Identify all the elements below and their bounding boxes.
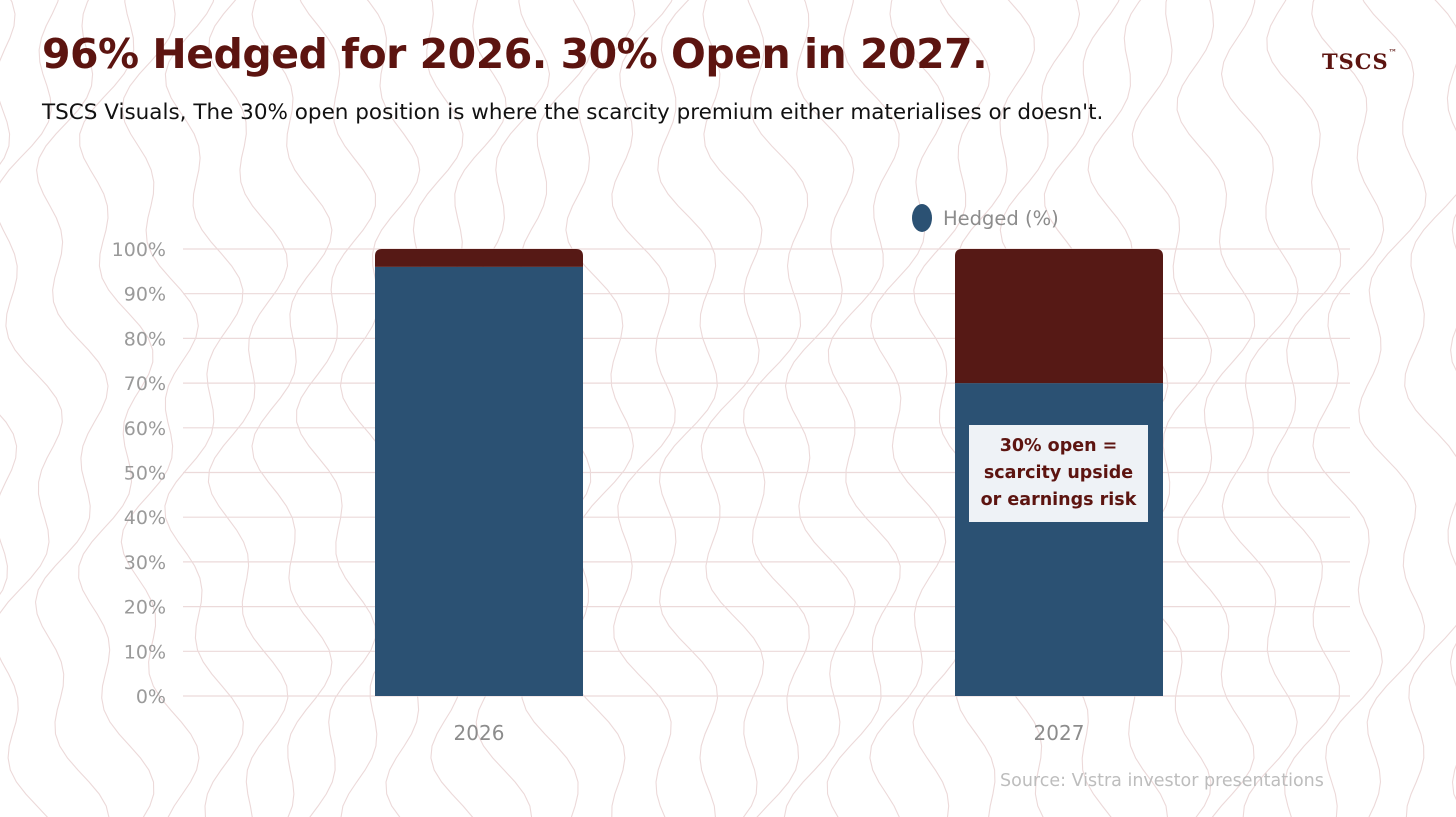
x-category-label: 2026 xyxy=(454,721,505,745)
contour-line xyxy=(611,0,676,817)
y-tick-label: 50% xyxy=(124,463,166,485)
y-tick-label: 10% xyxy=(124,641,166,663)
y-tick-label: 70% xyxy=(124,373,166,395)
contour-line xyxy=(1311,0,1385,817)
contour-line xyxy=(339,0,421,817)
callout-line-2: scarcity upside xyxy=(983,463,1134,483)
bar-2026-open xyxy=(375,249,583,267)
y-tick-label: 60% xyxy=(124,418,166,440)
contour-line xyxy=(120,0,200,817)
contour-line xyxy=(700,0,765,817)
contour-line xyxy=(78,0,155,817)
contour-line xyxy=(1404,0,1456,817)
x-category-label: 2027 xyxy=(1034,721,1085,745)
y-tick-label: 30% xyxy=(124,552,166,574)
y-tick-label: 40% xyxy=(124,507,166,529)
contour-line xyxy=(869,0,947,817)
contour-line xyxy=(34,0,110,817)
contour-line xyxy=(1220,0,1299,817)
contour-line xyxy=(0,0,63,817)
legend-label-hedged: Hedged (%) xyxy=(943,207,1059,230)
open-position-callout: 30% open = scarcity upside or earnings r… xyxy=(969,425,1148,522)
contour-line xyxy=(1131,0,1213,817)
y-tick-label: 0% xyxy=(136,686,166,708)
bar-2026-hedged xyxy=(375,266,583,696)
source-note: Source: Vistra investor presentations xyxy=(1000,771,1324,791)
contour-line xyxy=(912,0,992,817)
callout-line-1: 30% open = xyxy=(999,436,1118,456)
y-tick-label: 100% xyxy=(112,239,166,261)
callout-line-3: or earnings risk xyxy=(980,490,1137,510)
bar-2027-open xyxy=(955,249,1163,384)
contour-line xyxy=(783,0,856,817)
legend: Hedged (%) xyxy=(912,204,1059,232)
contour-line xyxy=(743,0,810,817)
contour-line xyxy=(1266,0,1342,817)
trademark-mark: ™ xyxy=(1388,47,1397,57)
y-tick-label: 90% xyxy=(124,284,166,306)
contour-line xyxy=(207,0,289,817)
gridlines xyxy=(183,248,1350,697)
y-tick-label: 80% xyxy=(124,328,166,350)
legend-swatch-hedged xyxy=(912,204,932,232)
contour-line xyxy=(826,0,901,817)
contour-line xyxy=(251,0,333,817)
page-title: 96% Hedged for 2026. 30% Open in 2027. xyxy=(42,30,988,78)
contour-line xyxy=(1358,0,1427,817)
contour-line xyxy=(0,0,18,595)
contour-line xyxy=(296,0,376,817)
logo-text: TSCS xyxy=(1322,49,1389,74)
contour-line xyxy=(164,0,244,817)
brand-logo: TSCS™ xyxy=(1322,47,1397,74)
contour-line xyxy=(657,0,719,817)
page-subtitle: TSCS Visuals, The 30% open position is w… xyxy=(42,100,1104,125)
axis-labels: 0% 10% 20% 30% 40% 50% 60% 70% 80% 90% 100% 2026 202… xyxy=(112,239,1085,745)
contour-line xyxy=(1176,0,1256,817)
y-tick-label: 20% xyxy=(124,597,166,619)
